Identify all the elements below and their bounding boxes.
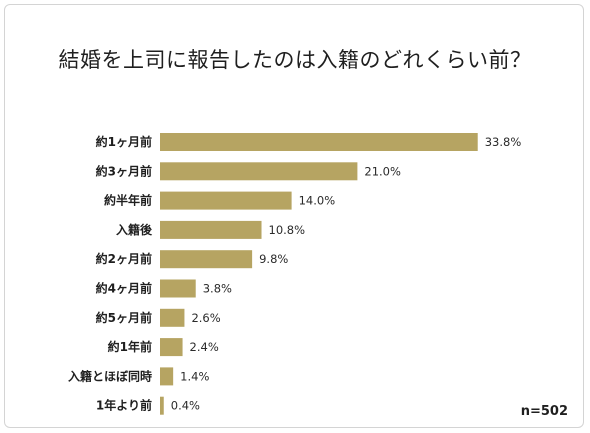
sample-size-note: n=502 <box>520 404 568 419</box>
category-label: 約2ヶ月前 <box>96 251 152 266</box>
bar <box>160 220 262 239</box>
bar <box>160 338 183 357</box>
bar <box>160 191 292 210</box>
bar <box>160 162 358 181</box>
category-label: 約5ヶ月前 <box>96 310 152 325</box>
value-label: 14.0% <box>299 194 336 208</box>
category-label: 約4ヶ月前 <box>96 281 152 296</box>
value-label: 10.8% <box>269 223 306 237</box>
value-label: 3.8% <box>203 282 232 296</box>
value-label: 2.4% <box>190 340 219 354</box>
category-label: 約1年前 <box>108 339 152 354</box>
category-label: 約3ヶ月前 <box>96 163 152 178</box>
bars-layer: 約1ヶ月前 33.8% 約3ヶ月前 21.0% 約半年前 14.0% 入籍後 10.8% 約2ヶ… <box>68 133 521 415</box>
bar <box>160 308 185 327</box>
bar <box>160 133 478 151</box>
value-label: 0.4% <box>171 399 200 413</box>
chart-title: 結婚を上司に報告したのは入籍のどれくらい前？ <box>58 48 532 72</box>
category-label: 約1ヶ月前 <box>96 134 152 149</box>
bar <box>160 367 174 386</box>
category-label: 約半年前 <box>104 193 152 208</box>
bar <box>160 250 253 269</box>
value-label: 2.6% <box>191 311 220 325</box>
category-label: 1年より前 <box>96 398 152 413</box>
value-label: 21.0% <box>364 164 401 178</box>
bar <box>160 279 196 298</box>
value-label: 33.8% <box>485 135 522 149</box>
value-label: 1.4% <box>180 369 209 383</box>
category-label: 入籍後 <box>116 222 153 237</box>
category-label: 入籍とほぼ同時 <box>68 368 152 383</box>
bar <box>160 396 164 415</box>
value-label: 9.8% <box>259 252 288 266</box>
chart-frame <box>4 4 584 428</box>
